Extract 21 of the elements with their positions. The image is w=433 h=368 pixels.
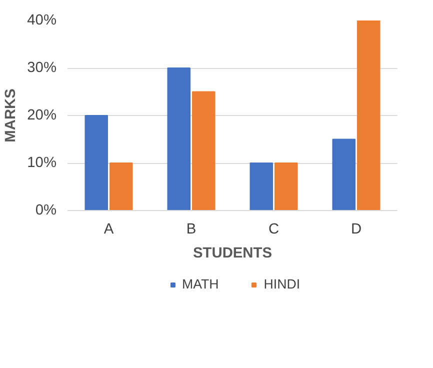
y-tick-label: 40% (27, 12, 57, 28)
x-tick-label: A (104, 222, 114, 238)
y-tick-label: 10% (27, 155, 57, 171)
x-axis-title: STUDENTS (193, 246, 272, 262)
legend-label: MATH (182, 276, 219, 292)
bar (109, 162, 133, 210)
bar (167, 68, 191, 210)
bar (274, 162, 298, 210)
x-tick-label: D (350, 222, 362, 238)
bar (250, 162, 274, 210)
legend-label: HINDI (264, 276, 300, 292)
y-tick-label: 20% (27, 108, 57, 124)
y-tick-label: 0% (35, 202, 57, 218)
bar (356, 20, 380, 210)
y-axis-title: MARKS (3, 88, 20, 142)
bar (84, 115, 108, 210)
y-tick-label: 30% (27, 60, 57, 76)
x-tick-label: C (268, 222, 280, 238)
bar (332, 138, 356, 210)
x-tick-label: B (186, 222, 196, 238)
bar (192, 91, 216, 210)
